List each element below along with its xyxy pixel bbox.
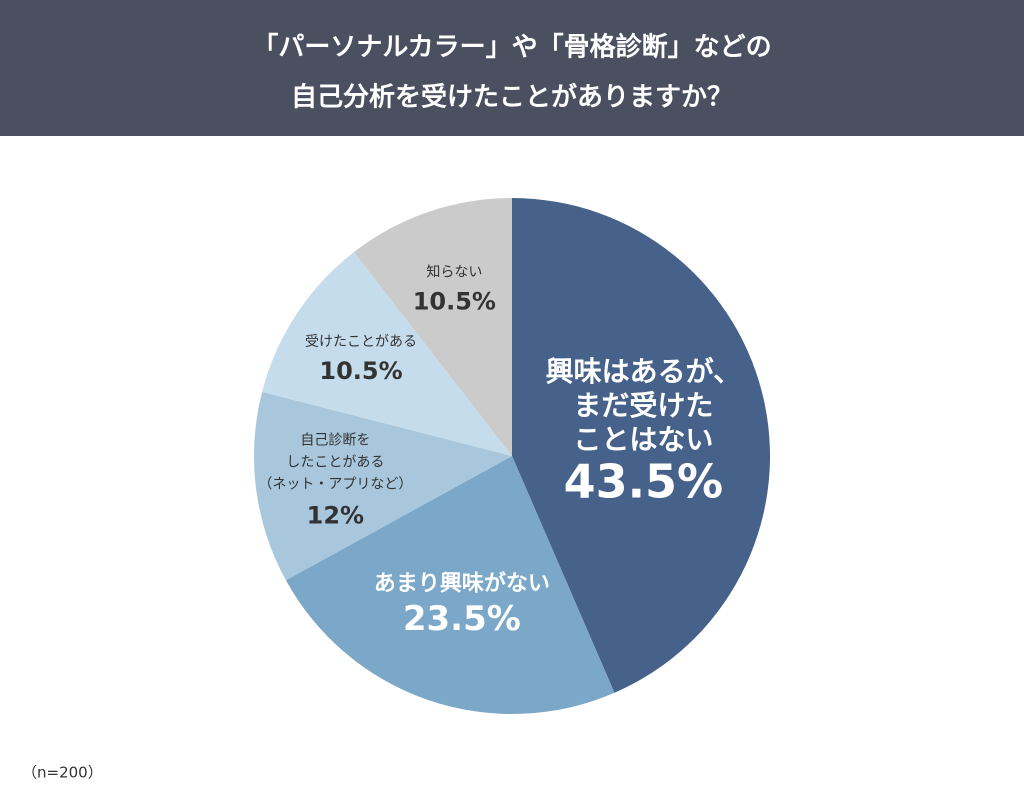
- chart-title: 「パーソナルカラー」や「骨格診断」などの: [252, 32, 771, 63]
- pie-slice: [285, 456, 615, 714]
- sample-note: （n=200）: [22, 764, 103, 782]
- slice-label: あまり興味がない: [374, 570, 550, 596]
- slice-label: 自己診断を: [300, 432, 370, 448]
- pie-slice: [254, 391, 512, 581]
- value-label: 43.5%: [564, 454, 724, 508]
- slice-label: 興味はあるが、: [546, 355, 741, 388]
- chart-title: 自己分析を受けたことがありますか？: [291, 82, 733, 113]
- slice-label: ことはない: [573, 423, 713, 456]
- slice-label: 受けたことがある: [305, 334, 417, 350]
- pie-slice: [512, 198, 770, 693]
- slice-label: まだ受けた: [573, 389, 713, 422]
- value-label: 10.5%: [319, 357, 402, 385]
- value-label: 12%: [307, 501, 364, 529]
- pie-slice: [353, 198, 512, 456]
- slice-label: 知らない: [426, 264, 482, 281]
- pie-slice: [262, 252, 512, 456]
- slice-label: したことがある: [286, 454, 384, 470]
- header-bar: [0, 0, 1024, 136]
- slice-label: （ネット・アプリなど）: [258, 476, 412, 492]
- value-label: 10.5%: [413, 288, 496, 316]
- value-label: 23.5%: [403, 599, 521, 639]
